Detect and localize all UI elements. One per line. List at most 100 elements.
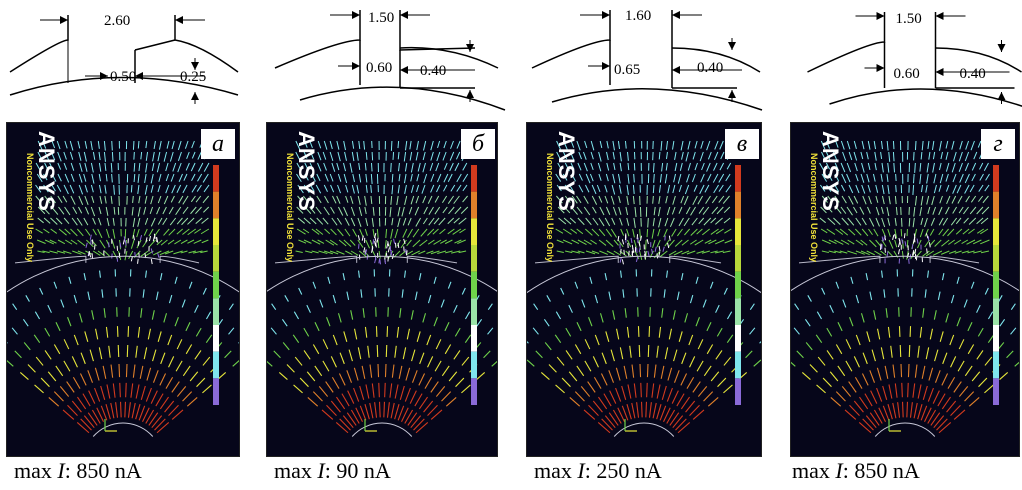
field-arrow bbox=[447, 217, 455, 225]
field-arrow bbox=[441, 195, 448, 204]
field-arrow bbox=[612, 140, 615, 151]
field-arrow bbox=[854, 228, 862, 236]
field-arrow bbox=[834, 250, 842, 254]
field-arrow bbox=[878, 407, 886, 423]
field-arrow bbox=[416, 173, 420, 182]
field-arrow bbox=[690, 206, 696, 216]
field-arrow bbox=[576, 140, 581, 151]
field-arrow bbox=[688, 334, 694, 346]
field-arrow bbox=[683, 195, 689, 206]
field-arrow bbox=[912, 383, 916, 398]
field-arrow bbox=[676, 291, 680, 300]
field-arrow bbox=[69, 140, 74, 151]
field-arrow bbox=[342, 272, 346, 281]
field-arrow bbox=[894, 195, 897, 205]
field-arrow bbox=[543, 318, 550, 327]
field-arrow bbox=[840, 184, 846, 192]
field-arrow bbox=[118, 363, 121, 378]
field-arrow bbox=[927, 409, 937, 424]
field-arrow bbox=[163, 195, 169, 205]
field-arrow bbox=[941, 272, 945, 281]
field-arrow bbox=[443, 173, 449, 183]
field-arrow bbox=[136, 228, 140, 238]
field-arrow bbox=[329, 151, 334, 162]
field-arrow bbox=[964, 391, 975, 402]
field-arrow bbox=[437, 140, 441, 149]
field-arrow bbox=[961, 250, 969, 254]
field-arrow bbox=[177, 151, 182, 162]
field-arrow bbox=[350, 206, 355, 216]
field-arrow bbox=[947, 228, 955, 237]
field-arrow bbox=[653, 206, 656, 216]
field-arrow bbox=[619, 217, 623, 226]
field-arrow bbox=[701, 162, 705, 171]
field-arrow bbox=[310, 151, 315, 160]
field-arrow bbox=[150, 217, 156, 227]
field-arrow bbox=[137, 206, 141, 217]
field-arrow bbox=[874, 151, 877, 161]
field-arrow bbox=[601, 352, 607, 365]
field-arrow bbox=[620, 228, 625, 236]
field-arrow bbox=[132, 140, 135, 150]
field-arrow bbox=[703, 365, 712, 377]
field-arrow bbox=[133, 173, 136, 183]
field-arrow bbox=[939, 195, 943, 204]
field-arrow bbox=[962, 228, 970, 235]
field-arrow bbox=[969, 206, 977, 215]
field-arrow bbox=[634, 206, 637, 217]
field-arrow bbox=[926, 173, 929, 184]
field-arrow bbox=[63, 151, 67, 160]
legend-swatch bbox=[471, 351, 477, 379]
field-arrow bbox=[271, 303, 277, 310]
legend-swatch bbox=[213, 271, 219, 299]
field-arrow bbox=[168, 404, 179, 417]
field-arrow bbox=[362, 308, 365, 318]
field-arrow bbox=[422, 162, 426, 173]
field-arrow bbox=[846, 173, 851, 183]
field-arrow bbox=[343, 140, 347, 151]
field-arrow bbox=[556, 140, 561, 150]
field-arrow bbox=[369, 364, 373, 378]
field-arrow bbox=[855, 217, 862, 226]
field-arrow bbox=[292, 334, 300, 344]
legend-swatch bbox=[471, 218, 477, 245]
field-arrow bbox=[556, 195, 563, 204]
field-arrow bbox=[665, 151, 668, 160]
field-arrow bbox=[580, 386, 591, 397]
field-arrow bbox=[626, 239, 632, 248]
field-arrow bbox=[968, 397, 980, 407]
field-arrow bbox=[156, 162, 161, 173]
field-arrow bbox=[938, 184, 942, 192]
field-arrow bbox=[626, 326, 630, 338]
field-arrow bbox=[453, 217, 460, 224]
field-arrow bbox=[135, 404, 141, 420]
field-arrow bbox=[540, 372, 550, 380]
field-arrow bbox=[664, 217, 669, 227]
field-arrow bbox=[329, 250, 339, 255]
field-arrow bbox=[604, 272, 608, 281]
field-arrow bbox=[349, 239, 356, 246]
electrode-right bbox=[159, 255, 200, 264]
field-arrow bbox=[841, 217, 849, 226]
field-arrow bbox=[311, 250, 319, 254]
legend-swatch bbox=[471, 298, 477, 325]
field-arrow bbox=[419, 352, 425, 365]
field-arrow bbox=[590, 239, 597, 245]
field-arrow bbox=[111, 151, 114, 162]
field-arrow bbox=[665, 162, 668, 171]
ansys-note: Noncommercial Use Only bbox=[285, 153, 295, 263]
field-arrow bbox=[326, 404, 337, 417]
slit-field bbox=[879, 233, 931, 264]
field-arrow bbox=[850, 276, 854, 284]
field-arrow bbox=[615, 367, 621, 381]
field-arrow bbox=[119, 382, 121, 398]
legend-swatch bbox=[735, 191, 741, 219]
field-arrow bbox=[976, 304, 981, 313]
legend-swatch bbox=[993, 271, 999, 299]
field-arrow bbox=[402, 217, 407, 226]
field-arrow bbox=[827, 195, 833, 203]
field-arrow bbox=[390, 162, 392, 173]
field-arrow bbox=[589, 173, 594, 182]
ansys-note: Noncommercial Use Only bbox=[25, 153, 35, 263]
field-arrow bbox=[70, 239, 78, 245]
